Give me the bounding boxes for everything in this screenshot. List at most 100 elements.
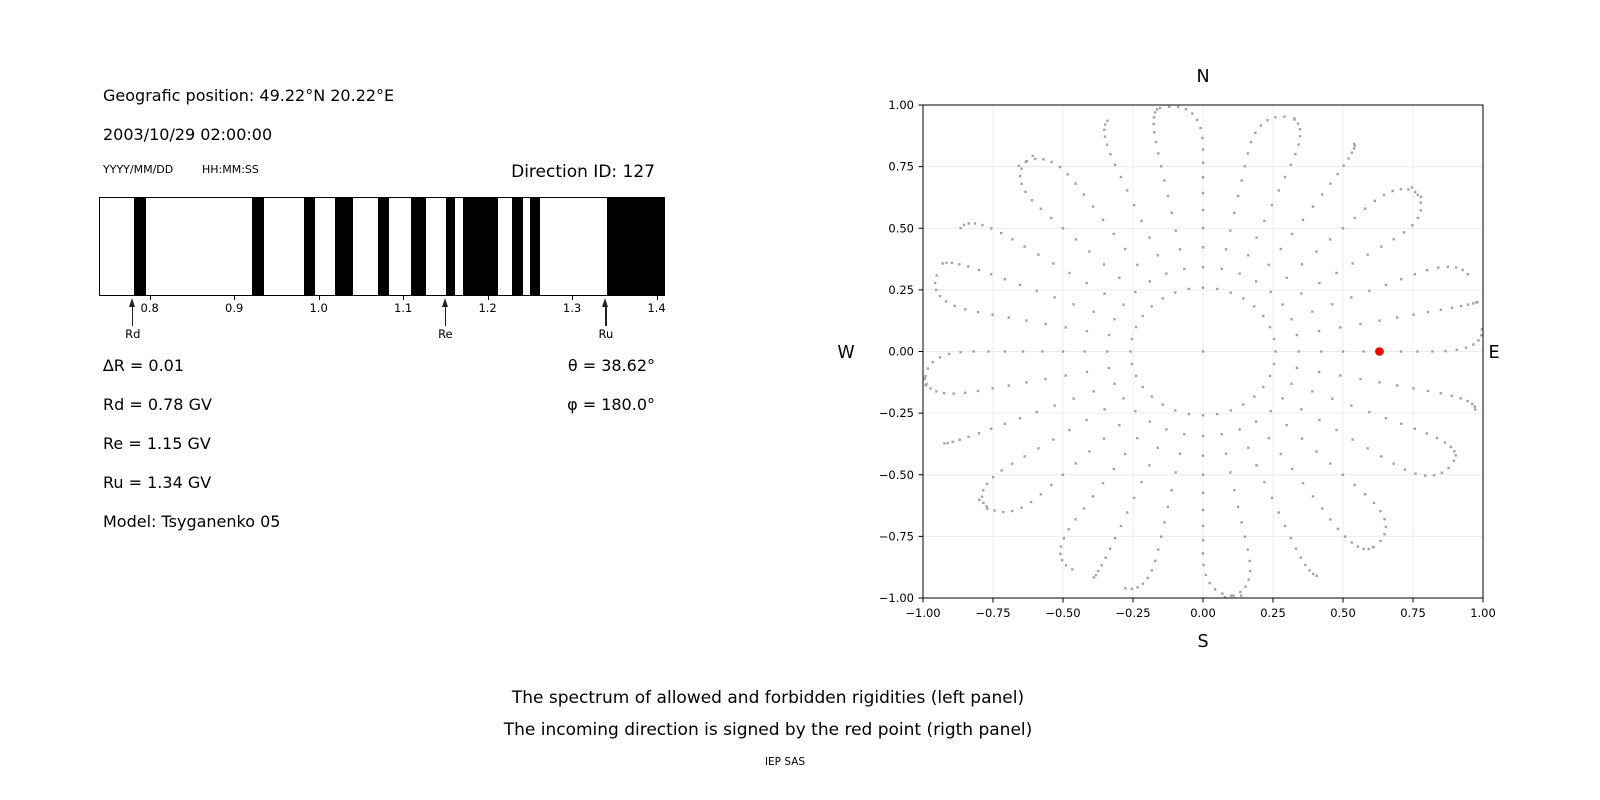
direction-dot <box>1353 144 1356 147</box>
direction-dot <box>1067 528 1070 531</box>
direction-dot <box>1187 287 1191 291</box>
direction-dot <box>1300 408 1303 411</box>
direction-dot <box>1112 232 1115 236</box>
direction-dot <box>1399 422 1403 425</box>
cutoff-marker-arrow-shaft <box>444 306 446 326</box>
direction-dot <box>1480 328 1484 331</box>
direction-dot <box>1011 462 1014 465</box>
direction-dot <box>1413 190 1417 194</box>
direction-dot <box>1426 310 1430 314</box>
axis-tick-label: 1.4 <box>647 301 666 315</box>
direction-dot <box>1368 410 1371 414</box>
direction-dot <box>1018 417 1022 420</box>
direction-dot <box>1452 459 1456 463</box>
direction-dot <box>973 222 977 225</box>
direction-dot <box>1103 135 1107 138</box>
direction-dot <box>1132 496 1136 500</box>
direction-dot <box>1163 521 1166 524</box>
direction-dot <box>1272 362 1276 366</box>
direction-dot <box>1233 211 1236 215</box>
direction-dot <box>1255 280 1258 283</box>
direction-dot <box>1285 423 1288 427</box>
direction-dot <box>1350 296 1353 299</box>
direction-dot <box>1024 160 1027 164</box>
cutoff-marker-label: Re <box>438 327 453 341</box>
direction-dot <box>1274 116 1277 119</box>
direction-dot <box>1124 247 1127 251</box>
direction-dot <box>1243 165 1247 168</box>
direction-dot <box>1439 308 1443 312</box>
direction-dot <box>1403 468 1407 471</box>
direction-dot <box>1088 450 1091 453</box>
direction-dot <box>1295 366 1299 370</box>
cutoff-marker-label: Ru <box>598 327 614 341</box>
direction-dot <box>959 350 962 354</box>
x-tick-label: 0.50 <box>1330 606 1356 620</box>
direction-dot <box>1124 452 1127 456</box>
direction-dot <box>1311 310 1314 313</box>
direction-dot <box>1018 283 1022 286</box>
direction-dot <box>1072 303 1075 306</box>
direction-dot <box>1262 385 1265 389</box>
direction-dot <box>1101 218 1105 221</box>
direction-dot <box>1146 576 1149 580</box>
direction-dot <box>1395 316 1399 319</box>
direction-dot <box>1318 418 1321 422</box>
axis-tick <box>572 296 574 300</box>
direction-dot <box>1283 115 1286 118</box>
direction-dot <box>1101 482 1105 485</box>
direction-dot <box>1134 325 1138 329</box>
direction-dot <box>1343 535 1347 538</box>
direction-dot <box>1248 569 1252 573</box>
direction-dot <box>990 227 993 230</box>
direction-dot <box>951 440 954 443</box>
x-tick-label: −1.00 <box>905 606 940 620</box>
compass-label-e: E <box>1488 343 1499 363</box>
direction-dot <box>1450 394 1453 398</box>
direction-dot <box>1384 417 1388 420</box>
axis-tick-label: 0.8 <box>140 301 159 315</box>
direction-dot <box>1184 108 1188 111</box>
direction-dot <box>1201 552 1205 555</box>
direction-dot <box>1003 278 1007 281</box>
direction-dot <box>1178 452 1182 455</box>
direction-dot <box>1472 343 1475 346</box>
direction-dot <box>1035 289 1038 293</box>
direction-dot <box>1356 545 1360 548</box>
direction-dot <box>1201 350 1205 353</box>
direction-dot <box>1362 547 1365 551</box>
direction-dot <box>991 475 995 479</box>
direction-dot <box>1480 334 1483 337</box>
direction-dot <box>1366 447 1369 450</box>
direction-dot <box>1413 427 1417 430</box>
direction-dot <box>976 389 980 393</box>
cutoff-marker-label: Rd <box>125 327 141 341</box>
direction-dot <box>1114 163 1117 167</box>
direction-dot <box>1253 395 1256 398</box>
direction-dot <box>1336 172 1339 176</box>
direction-dot <box>1296 122 1300 125</box>
direction-dot <box>1268 325 1272 329</box>
direction-dot <box>1031 154 1034 158</box>
direction-dot <box>1289 163 1292 167</box>
rigidity-band <box>529 198 541 295</box>
direction-dot <box>1154 559 1157 563</box>
direction-dot <box>1114 536 1117 540</box>
direction-dot <box>1201 265 1205 269</box>
direction-dot <box>1103 408 1106 411</box>
direction-dot <box>1450 306 1454 310</box>
direction-dot <box>1201 539 1205 542</box>
direction-dot <box>1259 124 1262 127</box>
rigidity-axis: 0.8 0.9 1.0 1.1 1.2 1.3 1.4 Rd Re Ru <box>99 296 666 348</box>
direction-dot <box>1255 464 1258 467</box>
direction-dot <box>1412 387 1415 390</box>
direction-dot <box>1267 263 1270 267</box>
direction-dot <box>1270 496 1274 500</box>
direction-dot <box>1432 474 1436 477</box>
direction-dot <box>1000 469 1003 472</box>
direction-dot <box>1191 112 1194 115</box>
direction-dot <box>1126 189 1129 192</box>
model-label: Model: Tsyganenko 05 <box>103 512 281 531</box>
direction-dot <box>1134 374 1138 378</box>
direction-dot <box>1399 350 1403 353</box>
